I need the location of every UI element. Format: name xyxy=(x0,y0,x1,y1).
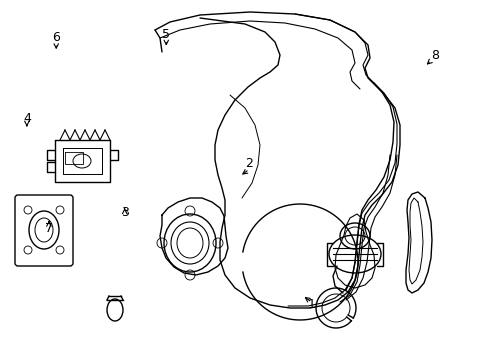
Text: 7: 7 xyxy=(45,222,53,235)
Text: 6: 6 xyxy=(52,31,60,44)
Text: 2: 2 xyxy=(245,157,253,170)
Text: 1: 1 xyxy=(307,298,315,311)
Text: 4: 4 xyxy=(23,112,31,125)
Text: 3: 3 xyxy=(121,206,128,219)
Text: 5: 5 xyxy=(162,28,170,41)
Text: 8: 8 xyxy=(430,49,438,62)
